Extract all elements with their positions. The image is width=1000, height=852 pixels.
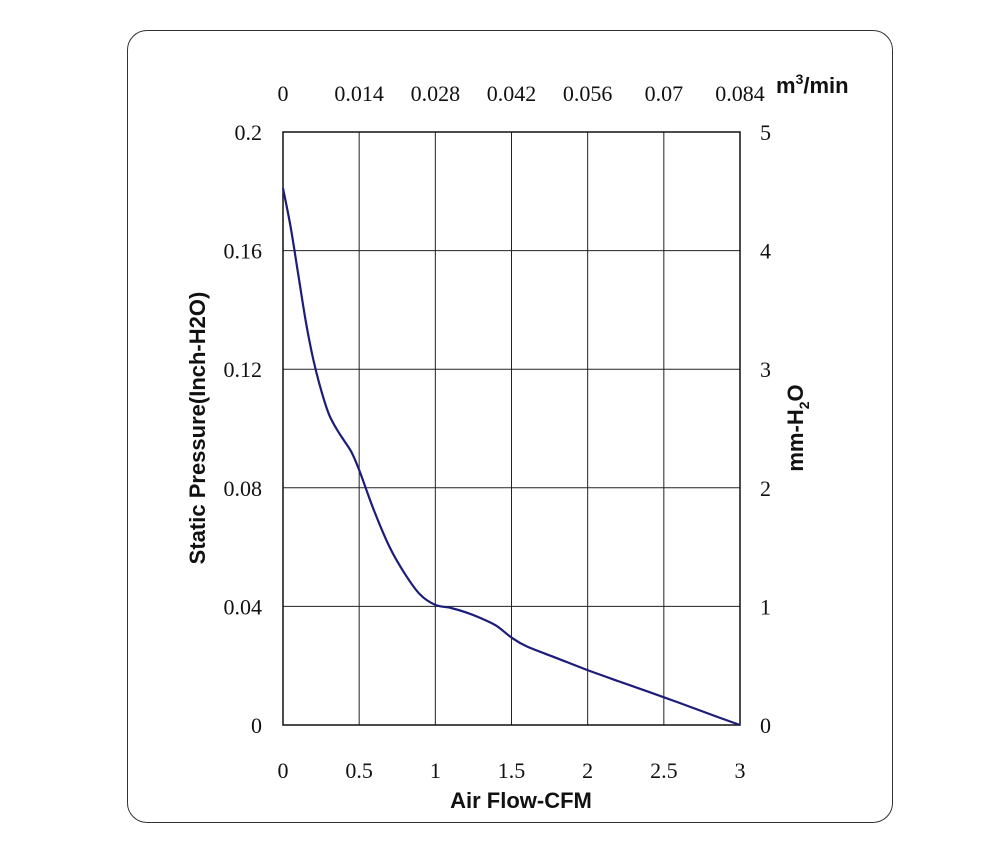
- x2-tick-label: 0.042: [487, 81, 537, 106]
- x2-axis-title: m3/min: [776, 71, 849, 98]
- x2-tick-label: 0: [278, 81, 289, 106]
- y-tick-label: 0: [251, 713, 262, 738]
- y-tick-label: 0.12: [224, 357, 263, 382]
- y2-tick-label: 0: [760, 713, 771, 738]
- y2-tick-label: 2: [760, 476, 771, 501]
- plot-border: [282, 131, 741, 726]
- y-tick-label: 0.16: [224, 239, 263, 264]
- series-group: [281, 188, 741, 727]
- chart-frame: [127, 30, 893, 823]
- x-tick-label: 3: [735, 758, 746, 783]
- x2-tick-label: 0.056: [563, 81, 613, 106]
- y-tick-label: 0.2: [235, 120, 263, 145]
- y2-tick-label: 3: [760, 357, 771, 382]
- x-tick-label: 0: [278, 758, 289, 783]
- x-axis-title: Air Flow-CFM: [450, 788, 592, 813]
- series-line: [281, 188, 741, 727]
- x2-tick-label: 0.028: [411, 81, 461, 106]
- grid: [283, 132, 740, 725]
- y-axis-title: Static Pressure(Inch-H2O): [185, 292, 210, 565]
- y-tick-label: 0.08: [224, 476, 263, 501]
- y2-tick-labels: 0 1 2 3 4 5: [760, 120, 771, 738]
- x-tick-label: 0.5: [345, 758, 373, 783]
- x-tick-labels: 0 0.5 1 1.5 2 2.5 3: [278, 758, 746, 783]
- x-tick-label: 1.5: [498, 758, 526, 783]
- x2-tick-labels: 0 0.014 0.028 0.042 0.056 0.07 0.084: [278, 81, 765, 106]
- y2-tick-label: 4: [760, 239, 771, 264]
- y2-axis-title: mm-H2O: [783, 384, 812, 471]
- x2-tick-label: 0.07: [645, 81, 684, 106]
- y2-tick-label: 1: [760, 594, 771, 619]
- x-tick-label: 2: [582, 758, 593, 783]
- y-tick-labels: 0 0.04 0.08 0.12 0.16 0.2: [224, 120, 263, 738]
- x-tick-label: 1: [430, 758, 441, 783]
- x2-tick-label: 0.084: [715, 81, 765, 106]
- y2-tick-label: 5: [760, 120, 771, 145]
- y-tick-label: 0.04: [224, 594, 263, 619]
- x-tick-label: 2.5: [650, 758, 678, 783]
- x2-tick-label: 0.014: [334, 81, 384, 106]
